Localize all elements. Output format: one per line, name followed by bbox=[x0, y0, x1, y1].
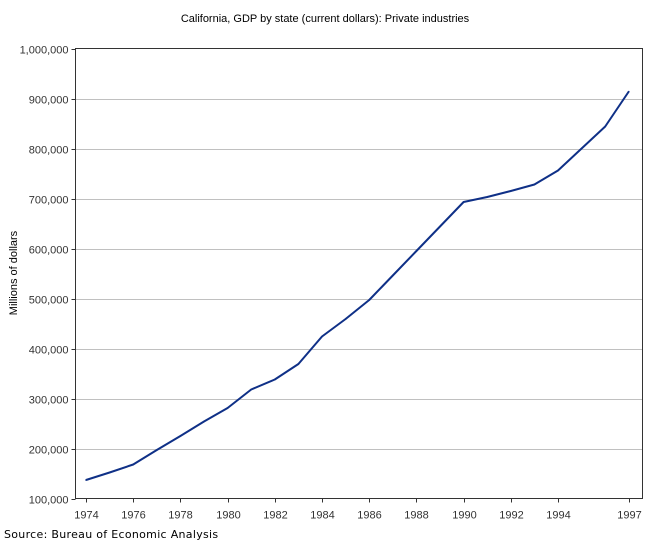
data-point bbox=[415, 250, 418, 252]
x-tick-label: 1992 bbox=[499, 510, 523, 522]
y-tick-label: 800,000 bbox=[29, 145, 69, 157]
y-tick-label: 500,000 bbox=[29, 295, 69, 307]
y-tick-label: 700,000 bbox=[29, 195, 69, 207]
y-tick-label: 100,000 bbox=[29, 495, 69, 507]
x-tick-label: 1988 bbox=[404, 510, 428, 522]
data-point bbox=[132, 463, 134, 466]
x-tick-label: 1984 bbox=[310, 510, 334, 522]
x-axis-ticks: 1974 1976 1978 1980 1982 1984 1986 1988 1990 1992… bbox=[74, 498, 642, 522]
data-point bbox=[108, 471, 111, 474]
x-tick-label: 1982 bbox=[263, 510, 287, 522]
data-point bbox=[392, 274, 394, 277]
data-point bbox=[628, 90, 630, 93]
data-point bbox=[156, 449, 158, 451]
y-tick-label: 600,000 bbox=[29, 245, 69, 257]
chart-title: California, GDP by state (current dollar… bbox=[181, 13, 470, 25]
x-tick-label: 1978 bbox=[168, 510, 192, 522]
data-point bbox=[321, 335, 323, 338]
x-tick-label: 1990 bbox=[452, 510, 476, 522]
x-tick-label: 1974 bbox=[74, 510, 98, 522]
data-point bbox=[85, 479, 87, 481]
y-tick-label: 400,000 bbox=[29, 345, 69, 357]
y-tick-label: 200,000 bbox=[29, 445, 69, 457]
data-point bbox=[557, 169, 559, 172]
data-point bbox=[439, 225, 441, 228]
y-tick-label: 900,000 bbox=[29, 95, 69, 107]
data-point bbox=[250, 388, 252, 391]
data-point bbox=[533, 183, 536, 186]
series-line bbox=[85, 90, 630, 481]
gridlines bbox=[75, 99, 643, 450]
series-group bbox=[85, 90, 630, 481]
x-tick-label: 1997 bbox=[617, 510, 641, 522]
y-tick-label: 1,000,000 bbox=[20, 45, 69, 57]
data-point bbox=[580, 147, 583, 150]
data-point bbox=[486, 196, 489, 198]
data-point bbox=[604, 125, 606, 128]
x-tick-label: 1976 bbox=[121, 510, 145, 522]
y-axis-ticks: 100,000 200,000 300,000 400,000 500,000 600,0… bbox=[20, 45, 76, 507]
data-point bbox=[510, 190, 512, 192]
y-axis-label: Millions of dollars bbox=[8, 230, 20, 315]
data-point bbox=[274, 378, 276, 381]
data-point bbox=[226, 407, 229, 409]
data-point bbox=[344, 318, 347, 320]
x-tick-label: 1980 bbox=[216, 510, 240, 522]
data-point bbox=[179, 435, 182, 437]
x-tick-label: 1986 bbox=[357, 510, 381, 522]
data-point bbox=[368, 299, 371, 301]
y-tick-label: 300,000 bbox=[29, 395, 69, 407]
x-tick-label: 1994 bbox=[546, 510, 570, 522]
data-point bbox=[203, 420, 205, 423]
plot-frame bbox=[75, 48, 643, 499]
data-point bbox=[462, 201, 465, 203]
source-note: Source: Bureau of Economic Analysis bbox=[4, 528, 219, 541]
data-point bbox=[297, 363, 300, 365]
